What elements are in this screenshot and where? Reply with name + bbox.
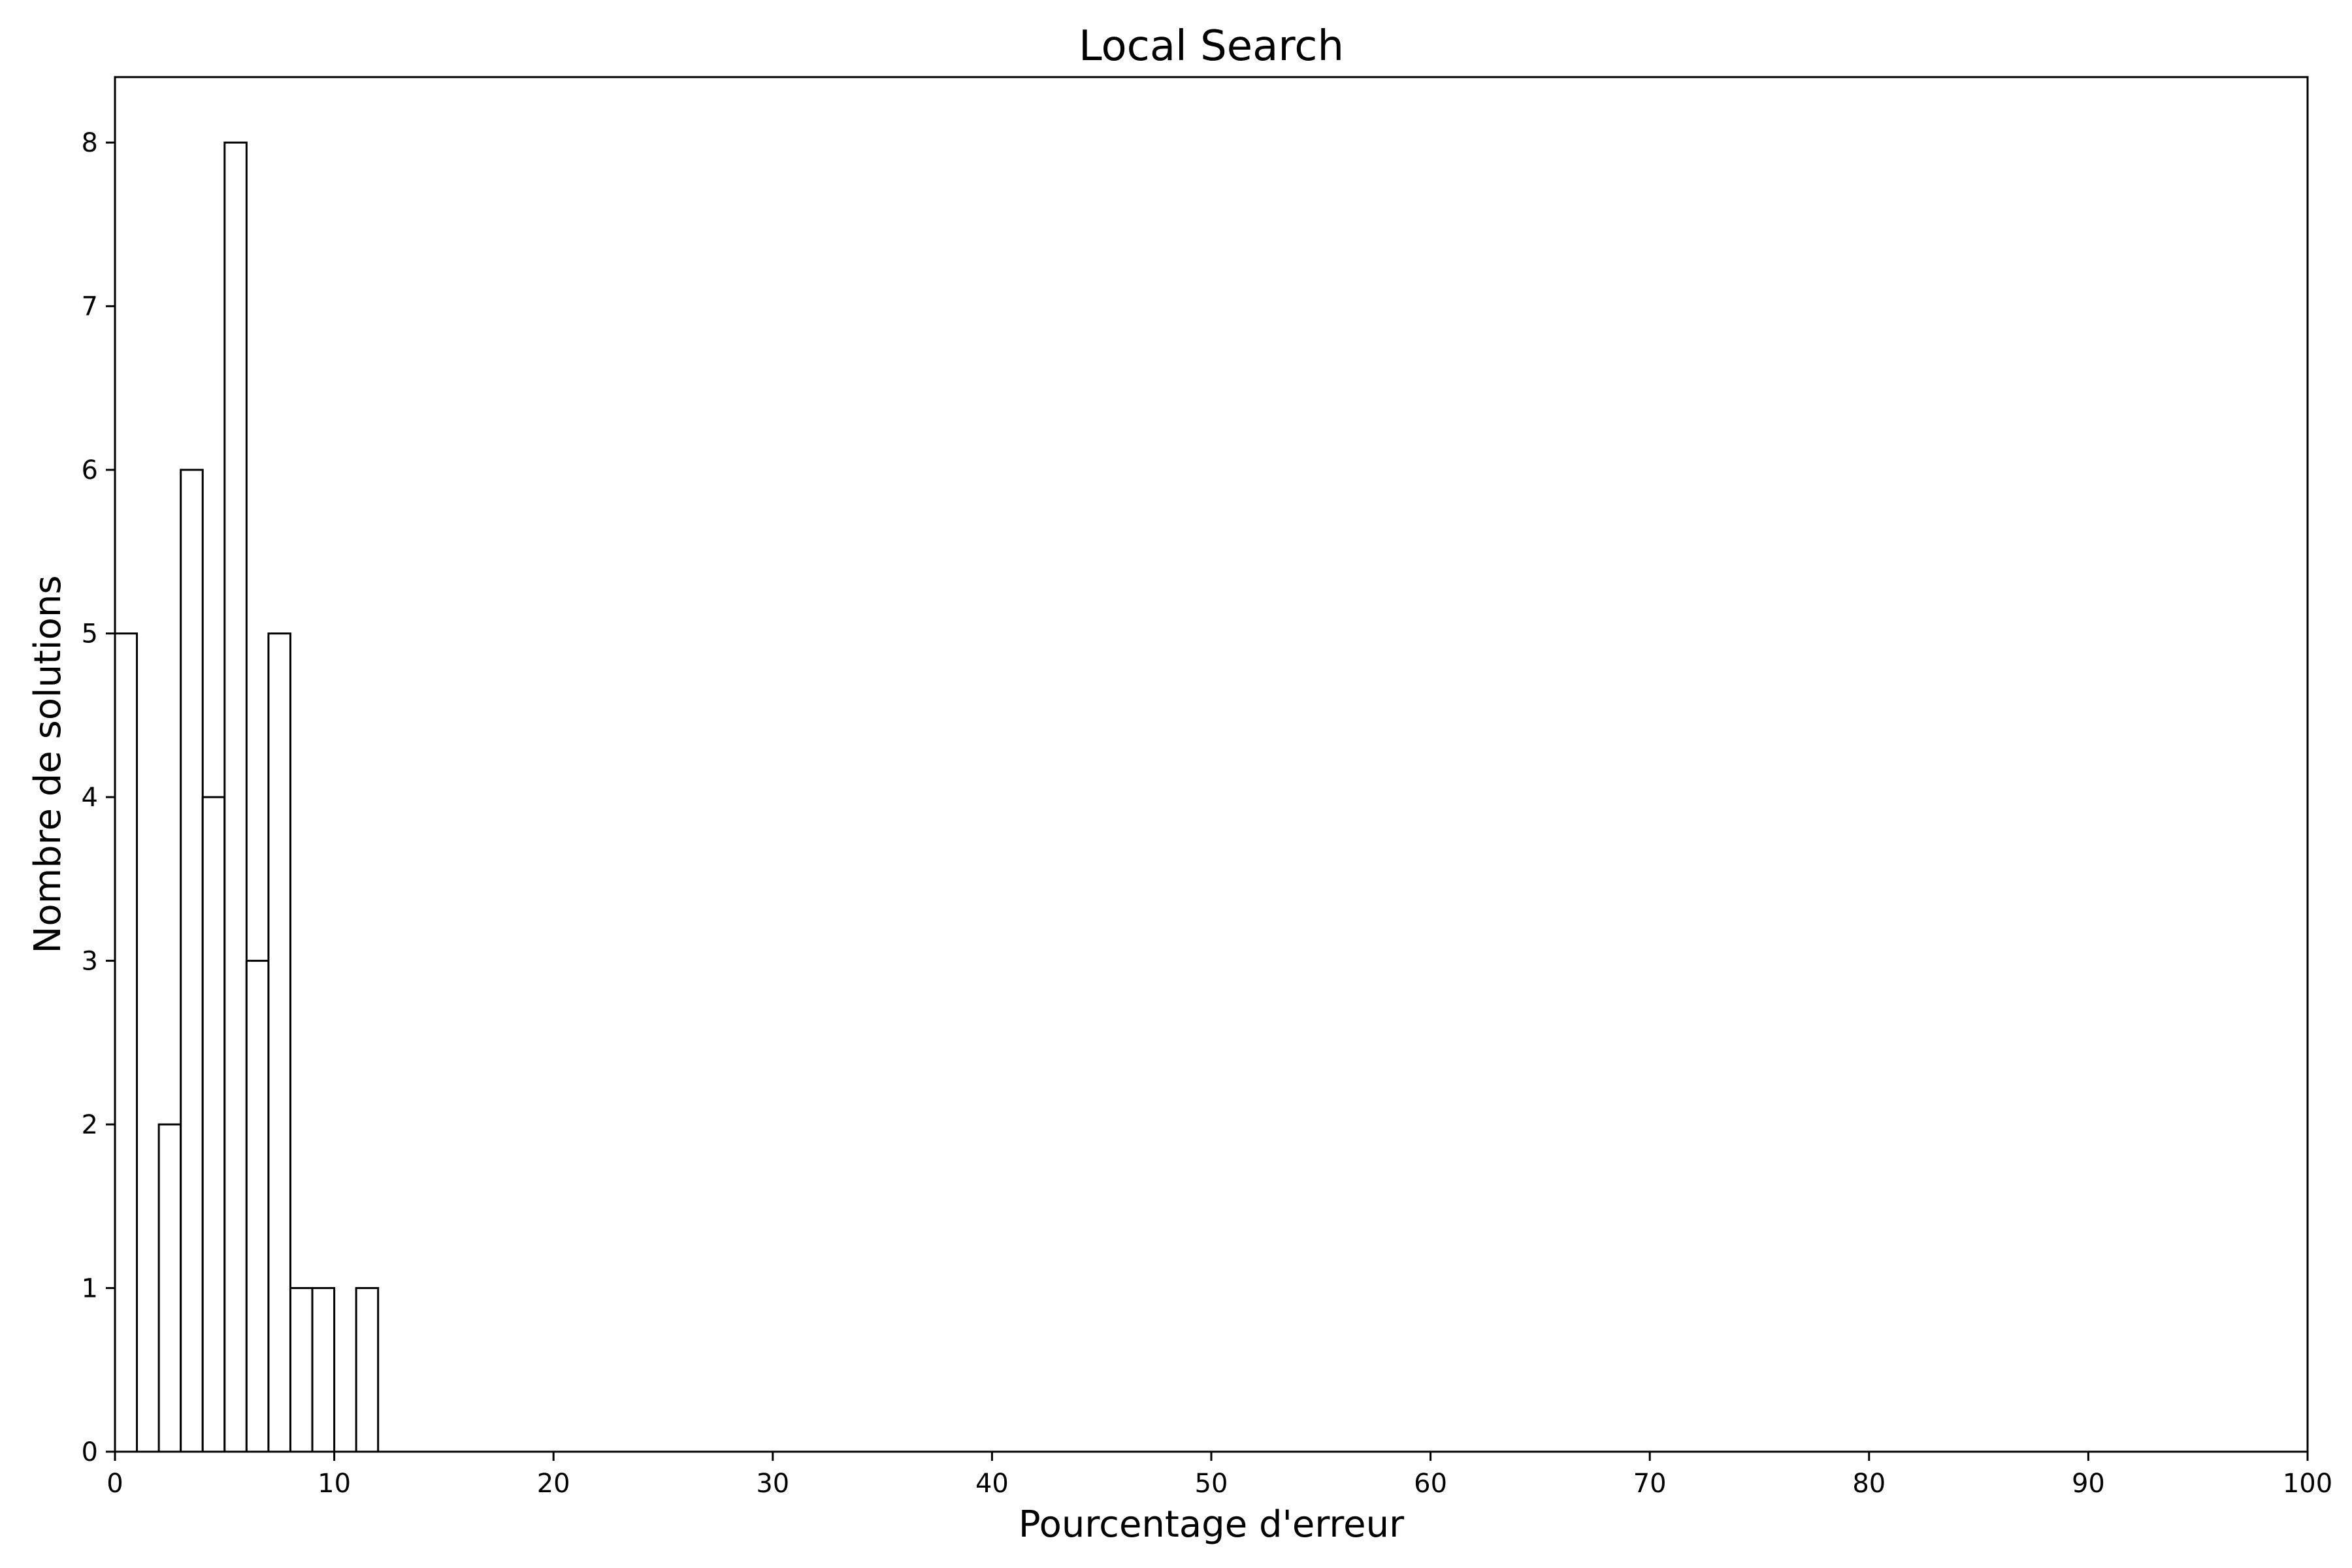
histogram-bar: [157, 1123, 182, 1453]
y-tick-label: 2: [82, 1110, 98, 1140]
histogram-bar: [180, 468, 204, 1453]
x-tick-label: 60: [1414, 1469, 1447, 1499]
x-tick-label: 20: [537, 1469, 570, 1499]
histogram-bar: [201, 796, 226, 1453]
x-tick-label: 100: [2283, 1469, 2332, 1499]
y-tick-label: 0: [82, 1437, 98, 1467]
x-tick-label: 90: [2072, 1469, 2105, 1499]
y-axis-label: Nombre de solutions: [27, 575, 69, 953]
histogram-bar: [223, 141, 248, 1453]
y-tick-label: 8: [82, 128, 98, 158]
y-axis-ticks: 0 1 2 3 4 5 6 7 8: [82, 128, 115, 1467]
histogram-bar: [289, 1287, 314, 1453]
x-axis-label: Pourcentage d'erreur: [1019, 1503, 1405, 1546]
x-tick-label: 50: [1195, 1469, 1228, 1499]
chart-title: Local Search: [1079, 22, 1344, 71]
x-tick-label: 80: [1852, 1469, 1886, 1499]
x-tick-label: 70: [1633, 1469, 1667, 1499]
x-axis-ticks: 0 10 20 30 40 50 60 70 80 90 100: [106, 1452, 2332, 1499]
histogram-bar: [114, 632, 139, 1453]
x-tick-label: 30: [756, 1469, 789, 1499]
y-tick-label: 1: [82, 1274, 98, 1304]
y-tick-label: 5: [82, 619, 98, 649]
y-tick-label: 3: [82, 947, 98, 977]
y-tick-label: 7: [82, 292, 98, 322]
plot-area-frame: [114, 76, 2309, 1453]
x-tick-label: 40: [975, 1469, 1009, 1499]
y-tick-label: 6: [82, 455, 98, 485]
histogram-bar: [311, 1287, 336, 1453]
x-tick-label: 10: [318, 1469, 351, 1499]
x-tick-label: 0: [106, 1469, 123, 1499]
y-tick-label: 4: [82, 783, 98, 813]
histogram-bar: [245, 960, 270, 1453]
histogram-bar: [355, 1287, 380, 1453]
histogram-bar: [267, 632, 291, 1453]
